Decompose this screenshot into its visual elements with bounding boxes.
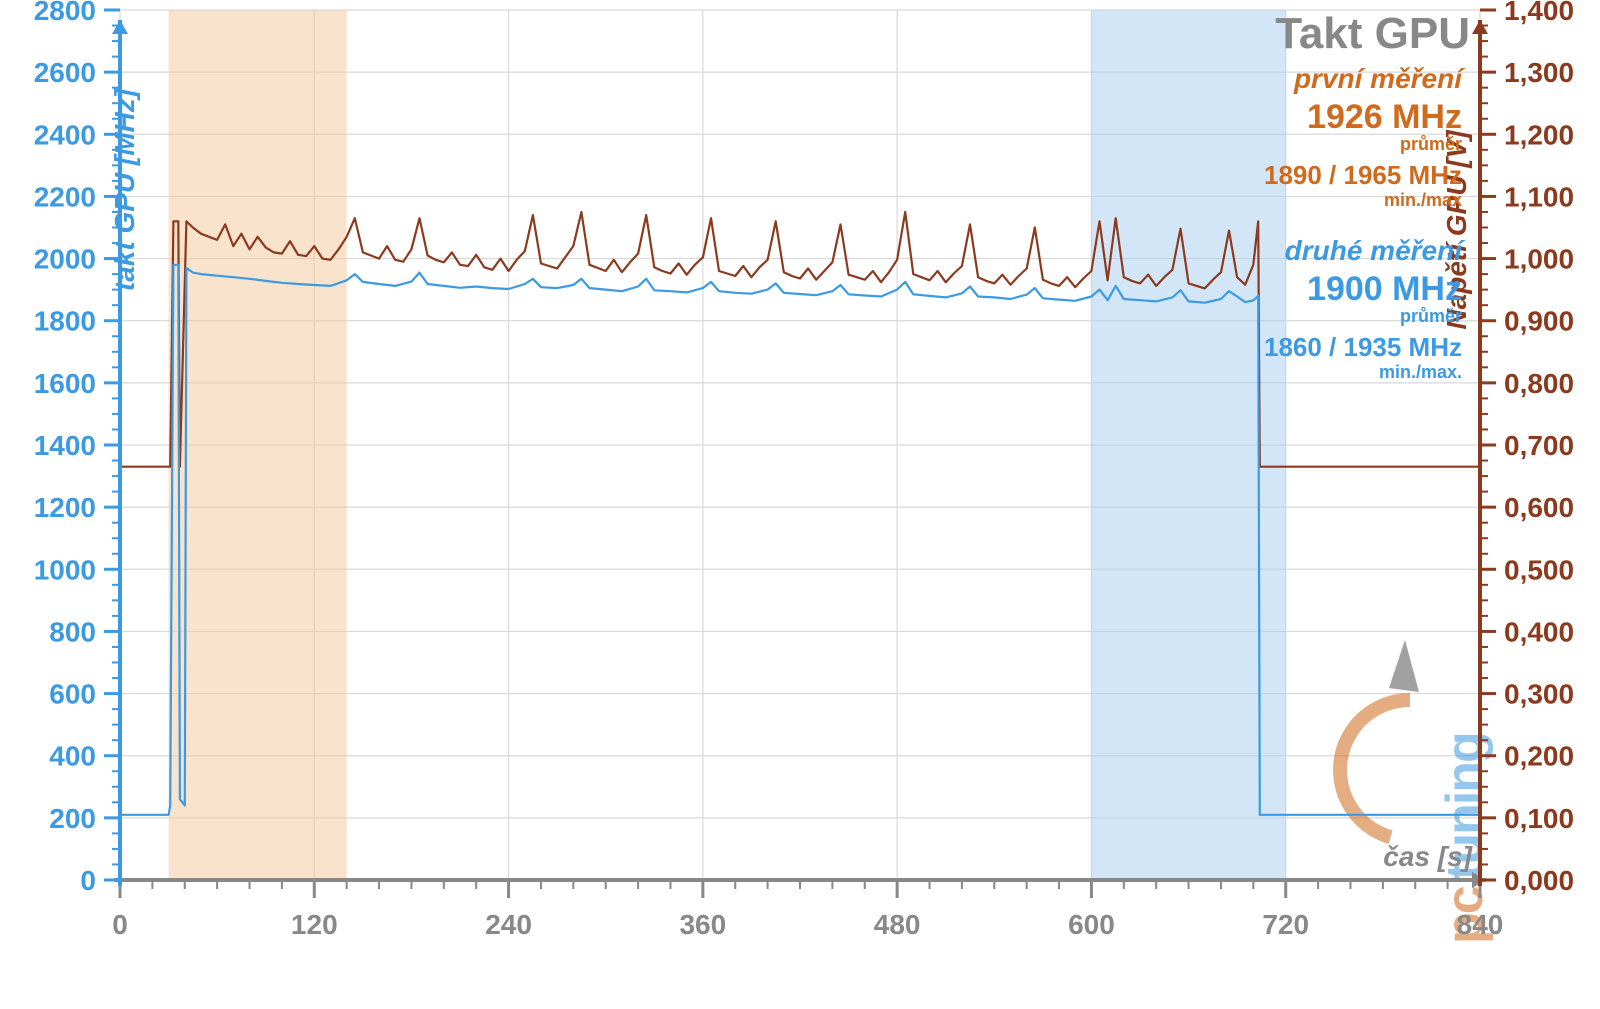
yr-tick-label: 0,500 — [1504, 554, 1574, 585]
yr-tick-label: 0,700 — [1504, 430, 1574, 461]
x-tick-label: 720 — [1262, 909, 1309, 940]
x-tick-label: 480 — [874, 909, 921, 940]
yr-tick-label: 1,400 — [1504, 0, 1574, 26]
shade-band — [1091, 10, 1285, 880]
svg-text:průměr: průměr — [1400, 306, 1462, 326]
x-tick-label: 360 — [679, 909, 726, 940]
yr-tick-label: 1,300 — [1504, 57, 1574, 88]
yr-tick-label: 1,100 — [1504, 181, 1574, 212]
yr-tick-label: 0,600 — [1504, 492, 1574, 523]
svg-text:min./max: min./max — [1384, 190, 1462, 210]
svg-text:druhé měření: druhé měření — [1285, 235, 1466, 266]
yr-tick-label: 1,200 — [1504, 119, 1574, 150]
yr-tick-label: 0,800 — [1504, 368, 1574, 399]
x-tick-label: 240 — [485, 909, 532, 940]
svg-text:min./max.: min./max. — [1379, 362, 1462, 382]
svg-text:1926 MHz: 1926 MHz — [1307, 98, 1462, 136]
yl-tick-label: 1200 — [34, 492, 96, 523]
yr-tick-label: 0,300 — [1504, 679, 1574, 710]
yr-tick-label: 1,000 — [1504, 244, 1574, 275]
svg-text:průměr: průměr — [1400, 134, 1462, 154]
yl-tick-label: 2000 — [34, 244, 96, 275]
yl-tick-label: 2600 — [34, 57, 96, 88]
yl-tick-label: 1400 — [34, 430, 96, 461]
svg-text:první měření: první měření — [1293, 63, 1465, 94]
yr-tick-label: 0,200 — [1504, 741, 1574, 772]
x-tick-label: 840 — [1457, 909, 1504, 940]
shade-band — [169, 10, 347, 880]
x-tick-label: 600 — [1068, 909, 1115, 940]
yl-tick-label: 2400 — [34, 119, 96, 150]
yr-tick-label: 0,900 — [1504, 306, 1574, 337]
svg-text:1890 / 1965 MHz: 1890 / 1965 MHz — [1264, 160, 1462, 190]
svg-text:1860 / 1935 MHz: 1860 / 1935 MHz — [1264, 332, 1462, 362]
yl-axis-label: takt GPU [MHz] — [109, 87, 140, 291]
yl-tick-label: 1000 — [34, 554, 96, 585]
x-tick-label: 0 — [112, 909, 128, 940]
x-axis-label: čas [s] — [1383, 841, 1473, 872]
yl-tick-label: 1800 — [34, 306, 96, 337]
yr-tick-label: 0,400 — [1504, 616, 1574, 647]
yl-tick-label: 2800 — [34, 0, 96, 26]
x-tick-label: 120 — [291, 909, 338, 940]
yl-tick-label: 400 — [49, 741, 96, 772]
yl-tick-label: 200 — [49, 803, 96, 834]
yl-tick-label: 0 — [80, 865, 96, 896]
yl-tick-label: 2200 — [34, 181, 96, 212]
yr-tick-label: 0,100 — [1504, 803, 1574, 834]
chart-title: Takt GPU — [1275, 9, 1470, 58]
chart-svg: tuningpc0120240360480600720840čas [s]020… — [0, 0, 1600, 1009]
yl-tick-label: 600 — [49, 679, 96, 710]
chart-root: tuningpc0120240360480600720840čas [s]020… — [0, 0, 1600, 1009]
yl-tick-label: 1600 — [34, 368, 96, 399]
yl-tick-label: 800 — [49, 616, 96, 647]
yr-tick-label: 0,000 — [1504, 865, 1574, 896]
svg-text:1900 MHz: 1900 MHz — [1307, 270, 1462, 308]
